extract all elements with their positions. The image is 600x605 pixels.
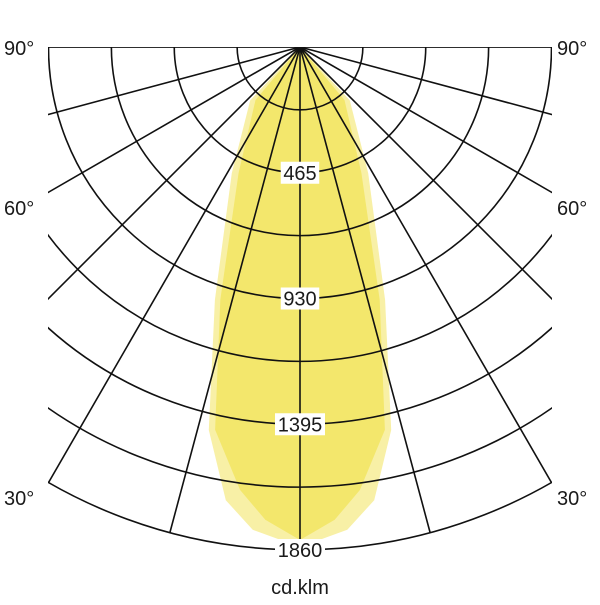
ring-labels: 465 930 1395 1860 [275, 161, 325, 562]
ring-label-background [275, 413, 325, 436]
angle-label-left-90: 90° [4, 38, 34, 60]
grid-radial-line [299, 47, 552, 194]
angle-label-right-90: 90° [557, 38, 587, 60]
grid-radial-line [48, 47, 301, 484]
grid-radial-line [299, 47, 431, 534]
ring-label-background [280, 161, 320, 184]
angle-label-left-30: 30° [4, 488, 34, 510]
angle-label-left-60: 60° [4, 198, 34, 220]
unit-label: cd.klm [271, 577, 329, 599]
grid-radial-line [169, 47, 301, 534]
ring-label: 1395 [278, 414, 323, 436]
grid-radial-line [299, 47, 552, 301]
angle-label-right-30: 30° [557, 488, 587, 510]
ring-label: 1860 [278, 540, 323, 562]
ring-label-background [280, 287, 320, 310]
angle-label-right-60: 60° [557, 198, 587, 220]
grid-radial-line [48, 47, 301, 116]
grid-radial-line [299, 47, 552, 116]
ring-label: 930 [283, 289, 316, 311]
ring-label-background [275, 539, 325, 561]
origin-point [297, 47, 303, 50]
grid-radial-line [48, 47, 301, 194]
grid-radial-line [299, 47, 552, 484]
ring-label: 465 [283, 163, 316, 185]
grid-radial-line [48, 47, 301, 301]
